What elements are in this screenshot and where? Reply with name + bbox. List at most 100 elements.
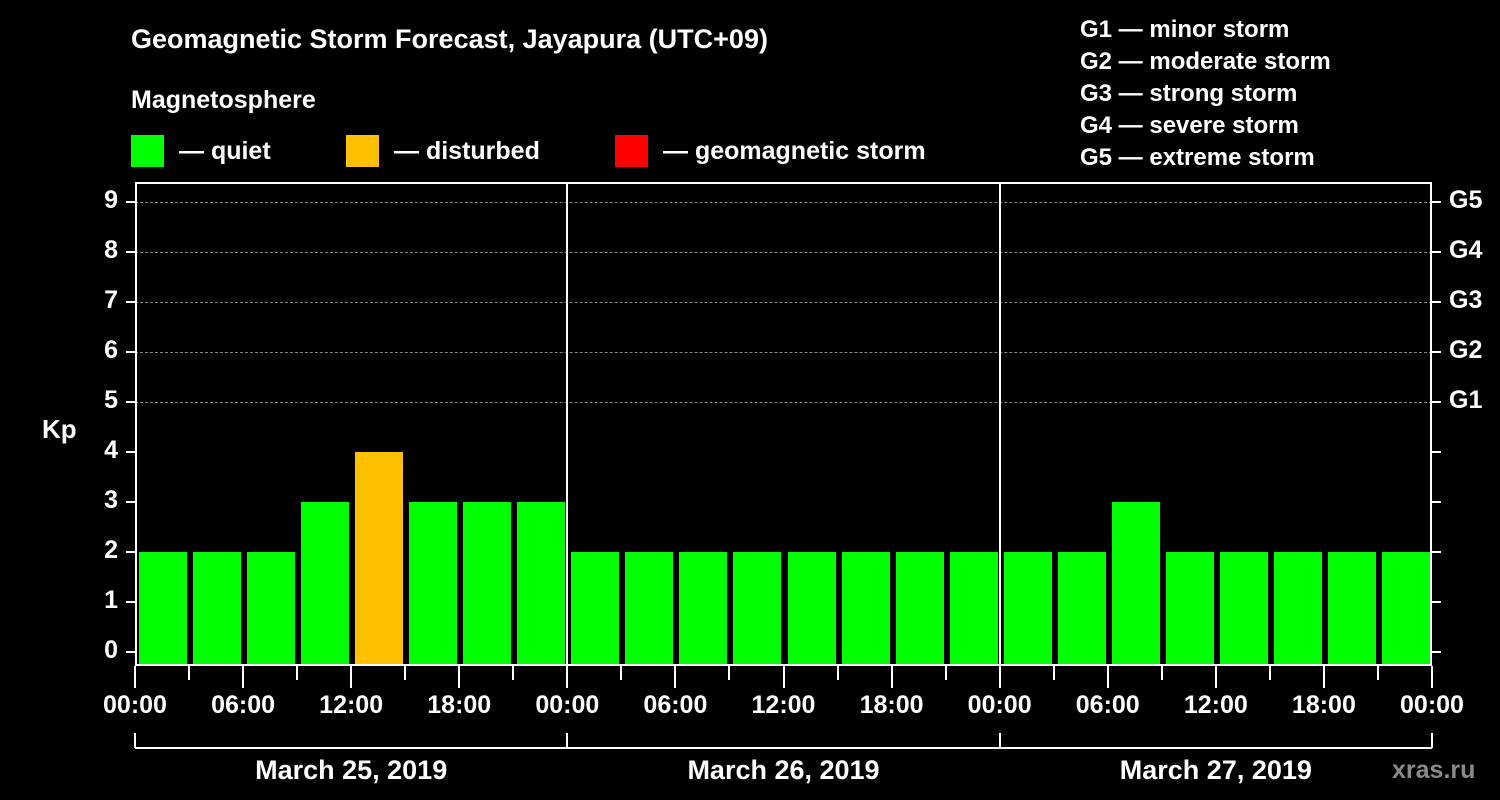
y-tick-label: 6 <box>104 336 118 364</box>
y-tick-label: 3 <box>104 486 118 514</box>
legend-storm: — geomagnetic storm <box>615 135 926 167</box>
kp-bar <box>787 552 836 666</box>
date-label: March 26, 2019 <box>687 755 880 785</box>
x-tick <box>242 666 245 688</box>
right-tick <box>1432 451 1441 453</box>
y-tick <box>126 501 135 503</box>
x-tick <box>1376 666 1379 680</box>
x-tick <box>404 666 407 680</box>
x-tick <box>296 666 299 680</box>
x-tick <box>512 666 515 680</box>
kp-bar <box>1219 552 1268 666</box>
x-tick-label: 18:00 <box>427 691 492 719</box>
right-tick <box>1432 501 1441 503</box>
x-tick <box>728 666 731 680</box>
kp-bar <box>1273 552 1322 666</box>
legend-disturbed: — disturbed <box>346 135 540 167</box>
x-tick-label: 18:00 <box>859 691 924 719</box>
y-tick <box>126 601 135 603</box>
kp-bar <box>679 552 728 666</box>
kp-bar <box>247 552 296 666</box>
watermark: xras.ru <box>1392 756 1476 784</box>
chart-title: Geomagnetic Storm Forecast, Jayapura (UT… <box>131 24 768 54</box>
gridline <box>135 302 1432 303</box>
legend-label: — disturbed <box>394 136 540 165</box>
kp-bar <box>409 502 458 666</box>
kp-bar <box>949 552 998 666</box>
x-tick-label: 12:00 <box>319 691 384 719</box>
x-tick-label: 06:00 <box>1075 691 1140 719</box>
kp-bar <box>193 552 242 666</box>
g-level-label: G1 <box>1449 386 1483 414</box>
x-tick <box>134 666 136 688</box>
x-tick <box>1268 666 1271 680</box>
x-tick <box>188 666 191 680</box>
kp-bar <box>301 502 350 666</box>
kp-bar <box>517 502 566 666</box>
kp-bar <box>1057 552 1106 666</box>
x-tick <box>1160 666 1163 680</box>
gridline <box>135 202 1432 203</box>
day-divider <box>566 182 569 666</box>
x-tick <box>566 666 569 688</box>
legend-title: Magnetosphere <box>131 86 316 114</box>
y-tick-label: 5 <box>104 386 118 414</box>
legend-label: — quiet <box>179 136 271 165</box>
x-tick <box>782 666 785 688</box>
date-bracket-tick <box>134 733 136 748</box>
x-tick-label: 00:00 <box>103 691 167 719</box>
kp-bar <box>1111 502 1160 666</box>
date-bracket-tick <box>566 733 569 748</box>
date-label: March 27, 2019 <box>1119 755 1312 785</box>
g1-label: G1 — minor storm <box>1080 16 1290 43</box>
g-level-label: G2 <box>1449 336 1483 364</box>
kp-bar <box>733 552 782 666</box>
quiet-swatch <box>131 135 164 167</box>
y-tick-label: 8 <box>104 236 118 264</box>
right-tick <box>1432 351 1441 353</box>
y-axis-label: Kp <box>42 414 77 444</box>
y-tick-label: 7 <box>104 286 118 314</box>
g-scale-legend: G1 — minor storm G2 — moderate storm G3 … <box>1080 14 1331 174</box>
x-tick-label: 12:00 <box>751 691 816 719</box>
right-tick <box>1432 401 1441 403</box>
x-tick <box>1214 666 1217 688</box>
y-tick <box>126 301 135 303</box>
kp-bar <box>625 552 674 666</box>
g3-label: G3 — strong storm <box>1080 80 1298 107</box>
kp-bar <box>571 552 620 666</box>
kp-bar <box>1165 552 1214 666</box>
x-tick <box>350 666 353 688</box>
kp-bar <box>139 552 188 666</box>
g-level-label: G5 <box>1449 186 1483 214</box>
x-tick-label: 06:00 <box>211 691 276 719</box>
x-tick-label: 00:00 <box>535 691 600 719</box>
x-tick <box>674 666 677 688</box>
x-tick <box>458 666 461 688</box>
date-label: March 25, 2019 <box>255 755 448 785</box>
kp-bar <box>1003 552 1052 666</box>
x-tick <box>1106 666 1109 688</box>
y-tick <box>126 251 135 253</box>
x-tick-label: 06:00 <box>643 691 708 719</box>
date-bracket-tick <box>998 733 1001 748</box>
x-tick <box>620 666 623 680</box>
storm-swatch <box>615 135 648 167</box>
x-tick <box>1431 666 1433 688</box>
y-tick <box>126 351 135 353</box>
x-tick-label: 12:00 <box>1183 691 1248 719</box>
x-tick <box>998 666 1001 688</box>
x-tick <box>890 666 893 688</box>
plot-area <box>135 182 1432 666</box>
right-tick <box>1432 601 1441 603</box>
y-tick <box>126 451 135 453</box>
g2-label: G2 — moderate storm <box>1080 48 1331 75</box>
x-tick-label: 00:00 <box>1400 691 1464 719</box>
gridline <box>135 252 1432 253</box>
x-tick <box>944 666 947 680</box>
x-tick-label: 00:00 <box>967 691 1032 719</box>
y-tick-label: 0 <box>104 636 118 664</box>
y-tick-label: 4 <box>104 436 118 464</box>
legend-quiet: — quiet <box>131 135 271 167</box>
gridline <box>135 352 1432 353</box>
